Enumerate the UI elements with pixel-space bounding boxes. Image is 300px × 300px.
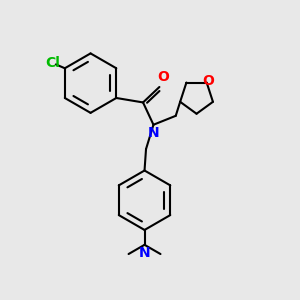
Text: N: N [148, 126, 159, 140]
Text: O: O [157, 70, 169, 84]
Text: Cl: Cl [45, 56, 60, 70]
Text: N: N [139, 246, 150, 260]
Text: O: O [202, 74, 214, 88]
